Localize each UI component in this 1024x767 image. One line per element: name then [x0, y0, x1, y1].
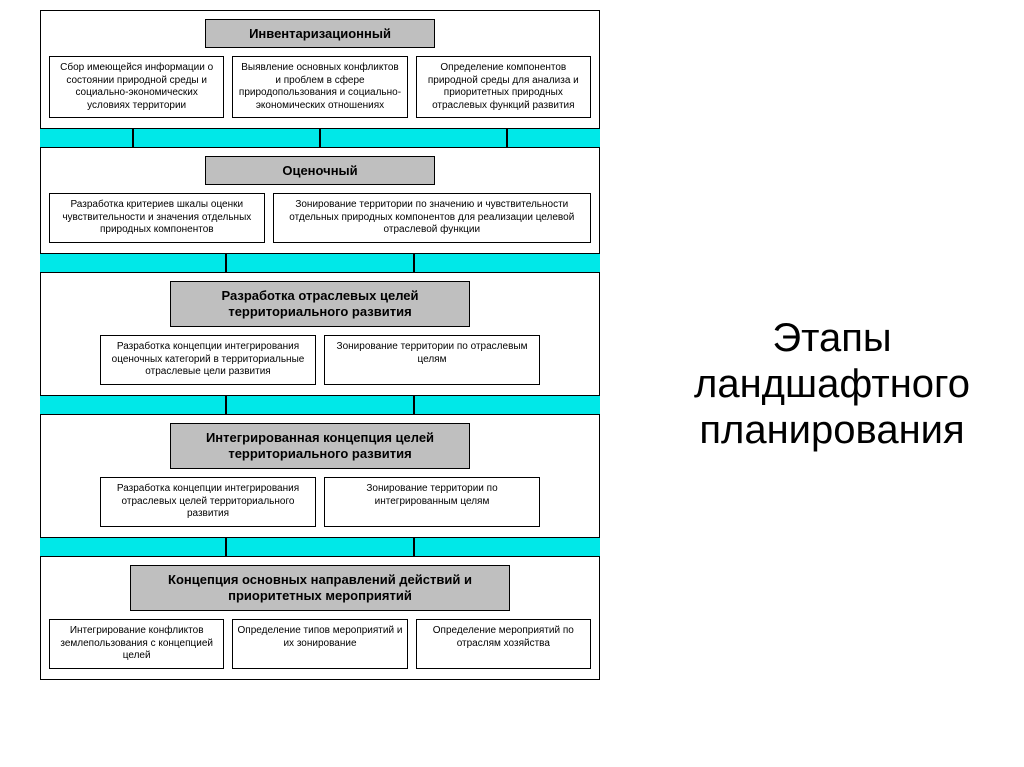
stage-5-header: Концепция основных направлений действий …: [130, 565, 510, 612]
stage-5-sub-3: Определение мероприятий по отраслям хозя…: [416, 619, 591, 669]
stage-4-sub-1: Разработка концепции интегрирования отра…: [100, 477, 316, 527]
divider-2: [40, 254, 600, 272]
stage-5-sub-1: Интегрирование конфликтов землепользован…: [49, 619, 224, 669]
stage-1-sub-2: Выявление основных конфликтов и проблем …: [232, 56, 407, 118]
stage-4-subs: Разработка концепции интегрирования отра…: [100, 477, 540, 527]
stage-3-sub-2: Зонирование территории по отраслевым цел…: [324, 335, 540, 385]
stage-2-subs: Разработка критериев шкалы оценки чувств…: [49, 193, 591, 243]
stage-1-subs: Сбор имеющейся информации о состоянии пр…: [49, 56, 591, 118]
stage-2-sub-2: Зонирование территории по значению и чув…: [273, 193, 591, 243]
stage-4: Интегрированная концепция целей территор…: [40, 414, 600, 538]
stage-3-sub-1: Разработка концепции интегрирования оцен…: [100, 335, 316, 385]
divider-4: [40, 538, 600, 556]
stage-2-header: Оценочный: [205, 156, 435, 185]
stage-2-sub-1: Разработка критериев шкалы оценки чувств…: [49, 193, 265, 243]
stage-5-sub-2: Определение типов мероприятий и их зонир…: [232, 619, 407, 669]
stage-1: Инвентаризационный Сбор имеющейся информ…: [40, 10, 600, 129]
stage-3-subs: Разработка концепции интегрирования оцен…: [100, 335, 540, 385]
divider-3: [40, 396, 600, 414]
stage-5-subs: Интегрирование конфликтов землепользован…: [49, 619, 591, 669]
stage-3-header: Разработка отраслевых целей территориаль…: [170, 281, 470, 328]
page-title-wrap: Этапы ландшафтного планирования: [640, 0, 1024, 767]
flowchart: Инвентаризационный Сбор имеющейся информ…: [0, 0, 640, 690]
page-title: Этапы ландшафтного планирования: [650, 315, 1014, 453]
stage-2: Оценочный Разработка критериев шкалы оце…: [40, 147, 600, 254]
stage-4-sub-2: Зонирование территории по интегрированны…: [324, 477, 540, 527]
stage-3: Разработка отраслевых целей территориаль…: [40, 272, 600, 396]
stage-1-header: Инвентаризационный: [205, 19, 435, 48]
stage-5: Концепция основных направлений действий …: [40, 556, 600, 680]
divider-1: [40, 129, 600, 147]
stage-4-header: Интегрированная концепция целей территор…: [170, 423, 470, 470]
stage-1-sub-1: Сбор имеющейся информации о состоянии пр…: [49, 56, 224, 118]
stage-1-sub-3: Определение компонентов природной среды …: [416, 56, 591, 118]
